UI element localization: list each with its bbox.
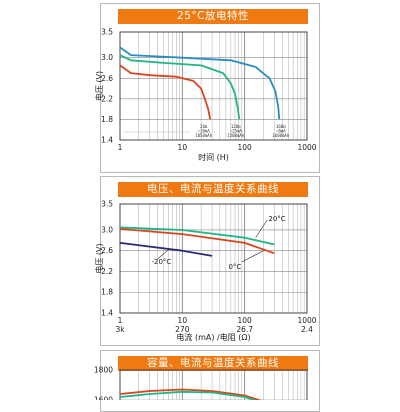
chart1-series-line: [119, 46, 281, 120]
chart2-x-tick-label: 10: [178, 316, 188, 325]
chart2-x-tick-label: 1: [118, 316, 123, 325]
chart2-annotation-leader: [241, 250, 264, 263]
chart2-series-line: [119, 242, 213, 257]
chart1-annotation-text: ~25mA: [230, 129, 243, 134]
chart1-series-line: [119, 54, 241, 120]
chart1-y-tick-label: 3.0: [101, 53, 113, 62]
chart1-x-tick-label: 100: [238, 143, 253, 152]
chart2-annotation-leader: [255, 219, 268, 238]
chart2-series-line: [119, 226, 275, 246]
chart2-y-tick-label: 2.6: [101, 246, 113, 255]
chart1-x-tick-label: 10: [178, 143, 188, 152]
chart2-y-tick-label: 1.4: [101, 309, 113, 318]
chart2-annotation-label: -20°C: [151, 258, 171, 266]
chart2-x-tick-label: 1000: [297, 316, 316, 325]
discharge-chart-title: 25°C放电特性: [118, 9, 308, 24]
chart1-plot-frame: [119, 31, 308, 141]
chart1-y-tick-label: 2.2: [101, 94, 113, 103]
chart2-plot-frame: [119, 203, 308, 314]
chart3-y-tick-label: 1800: [94, 366, 113, 375]
capacity-chart-title: 容量、电流与温度关系曲线: [118, 356, 308, 371]
chart1-annotation-text: 20Ω: [200, 124, 208, 129]
chart3-y-tick-label: 1600: [94, 396, 113, 401]
chart2-y-tick-label: 3.5: [101, 200, 113, 209]
chart1-y-tick-label: 1.8: [101, 115, 113, 124]
chart1-y-tick-label: 2.6: [101, 74, 113, 83]
chart3-series-line: [119, 390, 257, 400]
chart1-annotation-text: ~10mA: [198, 129, 211, 134]
chart1-series-line: [119, 64, 212, 120]
chart1-annotation-text: 1500mAh: [227, 133, 244, 138]
chart1-annotation-text: 360Ω: [276, 124, 286, 129]
chart2-annotation-leader: [157, 249, 169, 260]
chart2-x-tick-label-secondary: 3k: [115, 325, 125, 334]
chart2-x-tick-label-secondary: 2.4: [301, 325, 313, 334]
chart1-annotation-text: ~8mA: [276, 129, 286, 134]
chart1-annotation-text: 1050mAh: [195, 133, 212, 138]
chart1-annotation-text: 1600mAh: [272, 133, 289, 138]
chart1-x-tick-label: 1000: [297, 143, 316, 152]
discharge-chart-panel: [100, 3, 320, 173]
chart2-y-tick-label: 3.0: [101, 225, 113, 234]
chart1-y-axis-label: 电压 (V): [94, 71, 104, 101]
chart1-y-tick-label: 3.5: [101, 28, 113, 37]
chart1-x-tick-label: 1: [118, 143, 123, 152]
chart1-x-axis-label: 时间 (H): [198, 152, 229, 162]
voltage-current-chart-title: 电压、电流与温度关系曲线: [118, 182, 308, 197]
chart2-y-axis-label: 电压 (V): [94, 243, 104, 273]
chart2-annotation-label: 0°C: [228, 263, 241, 271]
charts-canvas: 1.4 1.8 2.2 2.6 3.0 3.5 1 10 100 1000 时间 (H) 电压 (V)…: [94, 28, 317, 401]
chart3-series-line: [119, 388, 262, 400]
chart2-x-tick-label-secondary: 26.7: [236, 325, 253, 334]
chart1-y-tick-label: 1.4: [101, 136, 113, 145]
chart2-annotation-label: 20°C: [268, 215, 285, 223]
chart2-x-tick-label-secondary: 270: [175, 325, 190, 334]
chart2-series-line: [119, 228, 275, 255]
chart2-y-tick-label: 2.2: [101, 267, 113, 276]
chart3-plot-frame: [119, 369, 308, 400]
chart2-x-tick-label: 100: [238, 316, 253, 325]
chart1-annotation-text: 120Ω: [231, 124, 241, 129]
chart2-y-tick-label: 1.8: [101, 288, 113, 297]
chart2-x-axis-label: 电流 (mA) /电阻 (Ω): [176, 332, 250, 342]
